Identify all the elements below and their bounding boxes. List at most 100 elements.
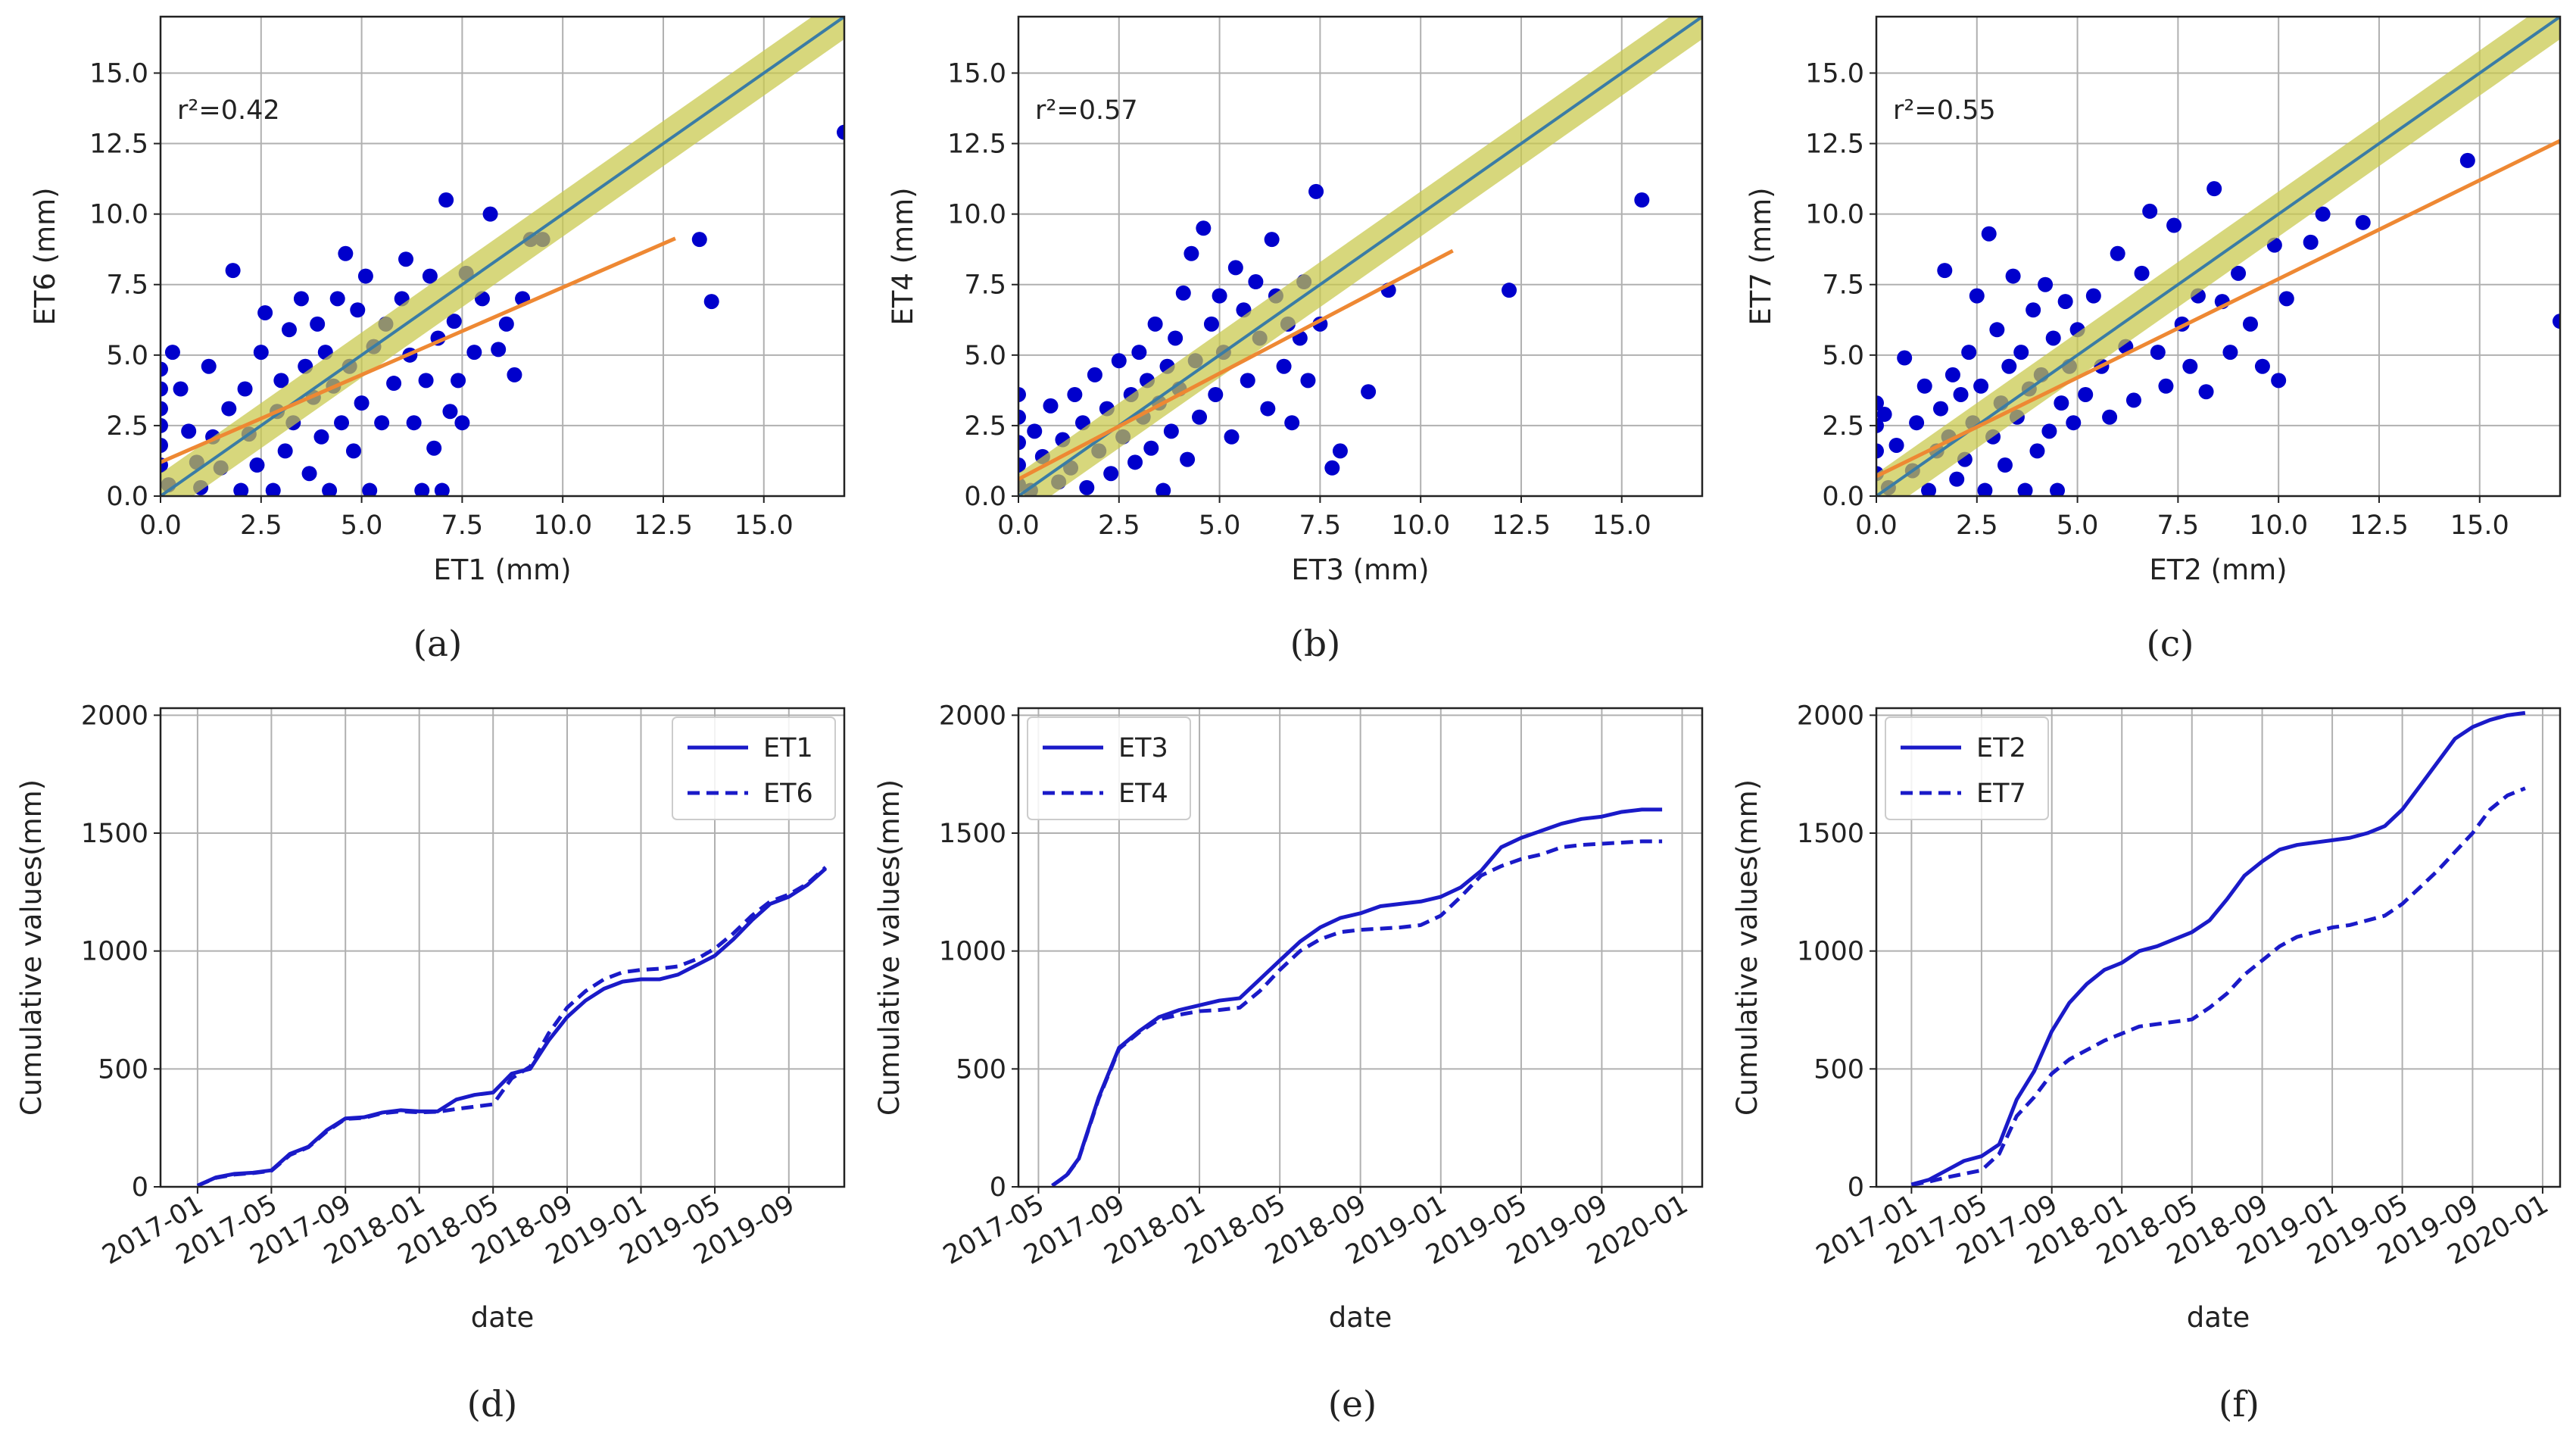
data-point: [1634, 192, 1650, 208]
x-tick-label: 2.5: [1956, 510, 1998, 541]
data-point: [362, 482, 378, 496]
panel-label: (e): [1328, 1384, 1377, 1425]
y-tick-label: 12.5: [947, 130, 1006, 160]
data-point: [1111, 353, 1127, 369]
data-point: [837, 124, 844, 140]
data-point: [345, 443, 361, 459]
x-tick-label: 7.5: [1299, 510, 1342, 541]
y-tick-label: 1500: [1797, 819, 1864, 849]
regression-line: [1018, 248, 1454, 481]
data-point: [173, 381, 189, 397]
series-line-et6: [196, 866, 828, 1187]
data-point: [1067, 386, 1083, 402]
data-point: [2050, 482, 2066, 496]
data-point: [1961, 345, 1977, 361]
x-tick-label: 5.0: [2057, 510, 2099, 541]
one-to-one-line: [1018, 17, 1702, 496]
data-point: [329, 291, 345, 307]
data-point: [225, 263, 241, 279]
data-point: [2278, 291, 2294, 307]
regression-line: [161, 236, 676, 464]
scatter-panel-b: r²=0.57 0.0 2.5 5.0 7.5 10.0 12.5 15.0 0.0 2.5 5.0…: [887, 15, 1704, 665]
data-point: [2158, 378, 2174, 394]
data-point: [2125, 392, 2141, 408]
data-point: [498, 316, 514, 332]
data-point: [2355, 214, 2371, 230]
data-point: [491, 342, 507, 357]
data-point: [1921, 482, 1937, 496]
data-point: [1175, 285, 1191, 301]
x-tick-label: 12.5: [2350, 510, 2409, 541]
data-point: [454, 415, 470, 431]
data-point: [1502, 283, 1517, 298]
data-point: [1087, 367, 1102, 382]
legend: ET3 ET4: [1027, 716, 1191, 820]
x-tick-label: 0.0: [139, 510, 182, 541]
legend: ET1 ET6: [672, 716, 836, 820]
panel-label: (c): [2147, 623, 2194, 665]
data-point: [1103, 466, 1119, 482]
data-point: [301, 466, 317, 482]
y-tick-label: 15.0: [1805, 58, 1864, 89]
panel-label: (b): [1290, 623, 1341, 665]
plot-area: [1018, 17, 1702, 496]
data-point: [466, 345, 482, 361]
data-point: [2110, 245, 2125, 261]
data-point: [265, 482, 281, 496]
data-point: [1284, 415, 1300, 431]
y-tick-label: 2.5: [106, 411, 148, 442]
uncertainty-band: [161, 17, 844, 496]
data-point: [1127, 454, 1143, 470]
data-point: [1168, 330, 1184, 346]
data-point: [1916, 378, 1932, 394]
data-point: [1997, 457, 2013, 473]
y-tick-label: 0: [132, 1172, 148, 1203]
y-axis-title: ET7 (mm): [1745, 187, 1777, 325]
data-point: [1184, 245, 1199, 261]
data-point: [1332, 443, 1348, 459]
data-point: [2029, 443, 2045, 459]
y-tick-label: 0.0: [106, 482, 148, 512]
y-tick-label: 10.0: [947, 200, 1006, 230]
y-axis-title: Cumulative values(mm): [15, 779, 48, 1116]
data-point: [2041, 423, 2057, 439]
data-point: [2066, 415, 2082, 431]
data-point: [253, 345, 269, 361]
data-point: [164, 345, 180, 361]
data-point: [2142, 203, 2158, 219]
data-point: [237, 381, 253, 397]
data-point: [703, 294, 719, 310]
data-point: [482, 206, 498, 222]
series-line-et7: [1910, 786, 2526, 1187]
data-point: [1043, 398, 1059, 414]
series-line-et2: [1910, 710, 2526, 1187]
data-point: [1944, 367, 1960, 382]
x-tick-label: 7.5: [441, 510, 484, 541]
data-point: [2013, 345, 2029, 361]
data-point: [2182, 358, 2198, 374]
x-tick-label: 10.0: [533, 510, 592, 541]
data-point: [1196, 220, 1212, 236]
data-point: [1143, 440, 1159, 456]
y-tick-label: 7.5: [1822, 270, 1864, 301]
data-point: [2231, 265, 2247, 281]
panel-label: (a): [413, 623, 463, 665]
plot-area: [161, 17, 844, 496]
data-point: [1876, 417, 1884, 433]
panel-label: (d): [467, 1384, 518, 1425]
y-tick-label: 7.5: [106, 270, 148, 301]
data-point: [2045, 330, 2061, 346]
data-point: [221, 401, 237, 417]
data-point: [1897, 350, 1913, 366]
data-point: [1932, 401, 1948, 417]
data-point: [1227, 260, 1243, 276]
data-point: [446, 314, 462, 329]
data-point: [1981, 226, 1997, 242]
y-tick-label: 5.0: [964, 341, 1006, 371]
y-tick-label: 12.5: [89, 130, 148, 160]
data-point: [1977, 482, 1993, 496]
y-tick-label: 1000: [81, 937, 148, 967]
data-point: [2459, 152, 2475, 168]
x-axis-title: date: [1329, 1301, 1392, 1334]
